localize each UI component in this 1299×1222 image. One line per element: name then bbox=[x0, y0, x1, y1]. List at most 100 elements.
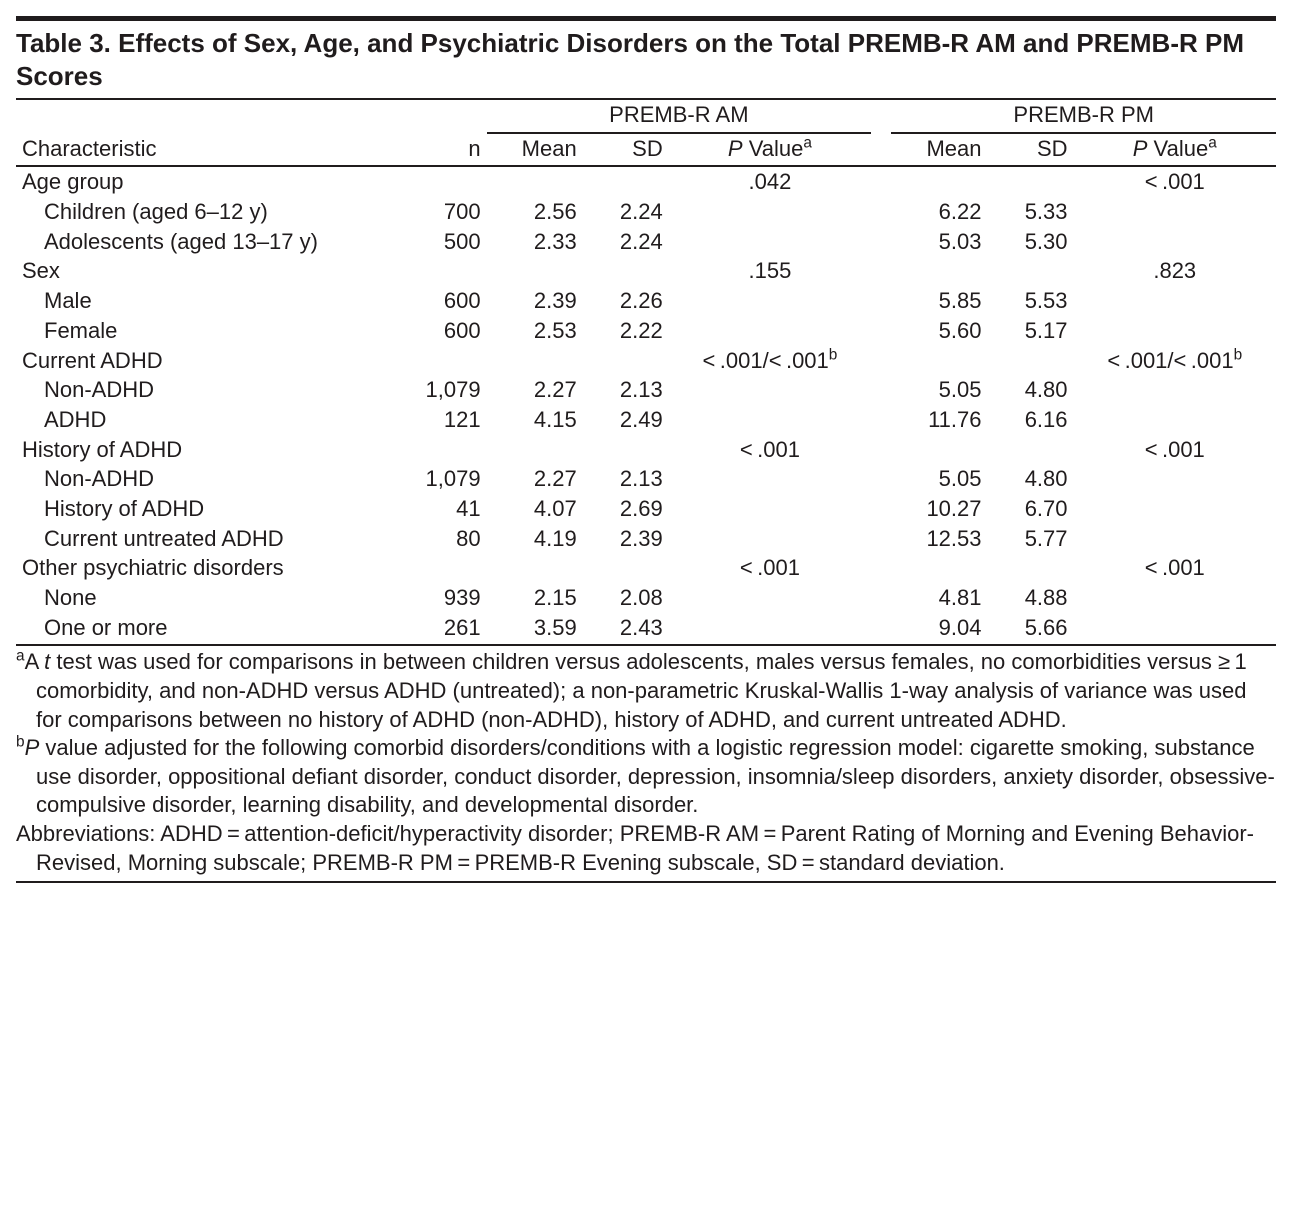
row-am-sd: 2.13 bbox=[583, 464, 669, 494]
table-container: Table 3. Effects of Sex, Age, and Psychi… bbox=[16, 16, 1276, 883]
table-row: ADHD1214.152.49 11.766.16 bbox=[16, 405, 1276, 435]
row-n: 1,079 bbox=[390, 375, 486, 405]
row-am-mean: 2.27 bbox=[487, 464, 583, 494]
row-pm-sd: 6.16 bbox=[988, 405, 1074, 435]
table-row: Non-ADHD1,0792.272.135.054.80 bbox=[16, 375, 1276, 405]
row-n: 41 bbox=[390, 494, 486, 524]
row-am-sd: 2.22 bbox=[583, 316, 669, 346]
row-label: Male bbox=[16, 286, 390, 316]
header-am-pvalue: P Valuea bbox=[669, 133, 871, 167]
header-characteristic: Characteristic bbox=[16, 133, 390, 167]
row-n: 939 bbox=[390, 583, 486, 613]
row-am-sd: 2.13 bbox=[583, 375, 669, 405]
footnotes: aA t test was used for comparisons in be… bbox=[16, 646, 1276, 883]
row-n: 1,079 bbox=[390, 464, 486, 494]
row-pm-sd: 5.33 bbox=[988, 197, 1074, 227]
group-label: Sex bbox=[16, 256, 390, 286]
table-body: Age group.042< .001Children (aged 6–12 y… bbox=[16, 166, 1276, 645]
row-am-mean: 3.59 bbox=[487, 613, 583, 646]
group-am-pvalue: .042 bbox=[669, 166, 871, 197]
row-label: Adolescents (aged 13–17 y) bbox=[16, 227, 390, 257]
row-am-sd: 2.08 bbox=[583, 583, 669, 613]
header-n: n bbox=[390, 133, 486, 167]
group-pm-pvalue: < .001/< .001b bbox=[1074, 346, 1276, 376]
data-table: PREMB-R AM PREMB-R PM Characteristic n M… bbox=[16, 100, 1276, 646]
row-n: 500 bbox=[390, 227, 486, 257]
table-row: Non-ADHD1,0792.272.13 5.054.80 bbox=[16, 464, 1276, 494]
group-header-row: Current ADHD < .001/< .001b < .001/< .001b bbox=[16, 346, 1276, 376]
row-label: One or more bbox=[16, 613, 390, 646]
table-row: Female6002.532.225.605.17 bbox=[16, 316, 1276, 346]
row-label: None bbox=[16, 583, 390, 613]
row-n: 700 bbox=[390, 197, 486, 227]
group-header-row: Sex.155.823 bbox=[16, 256, 1276, 286]
table-row: Adolescents (aged 13–17 y)5002.332.24 5.0… bbox=[16, 227, 1276, 257]
row-pm-mean: 6.22 bbox=[891, 197, 987, 227]
row-n: 261 bbox=[390, 613, 486, 646]
row-am-sd: 2.39 bbox=[583, 524, 669, 554]
row-pm-mean: 11.76 bbox=[891, 405, 987, 435]
row-pm-mean: 4.81 bbox=[891, 583, 987, 613]
table-row: History of ADHD414.072.6910.276.70 bbox=[16, 494, 1276, 524]
group-header-row: Age group .042 < .001 bbox=[16, 166, 1276, 197]
table-title: Table 3. Effects of Sex, Age, and Psychi… bbox=[16, 21, 1276, 100]
row-pm-mean: 10.27 bbox=[891, 494, 987, 524]
table-row: Current untreated ADHD804.192.3912.535.7… bbox=[16, 524, 1276, 554]
row-label: Non-ADHD bbox=[16, 464, 390, 494]
table-row: One or more2613.592.439.045.66 bbox=[16, 613, 1276, 646]
row-am-sd: 2.49 bbox=[583, 405, 669, 435]
header-am-mean: Mean bbox=[487, 133, 583, 167]
group-am-pvalue: < .001 bbox=[669, 553, 871, 583]
header-pm-sd: SD bbox=[988, 133, 1074, 167]
row-pm-sd: 6.70 bbox=[988, 494, 1074, 524]
row-pm-mean: 5.05 bbox=[891, 375, 987, 405]
row-pm-mean: 5.85 bbox=[891, 286, 987, 316]
row-pm-mean: 5.05 bbox=[891, 464, 987, 494]
row-label: ADHD bbox=[16, 405, 390, 435]
row-pm-mean: 5.03 bbox=[891, 227, 987, 257]
row-n: 80 bbox=[390, 524, 486, 554]
row-am-sd: 2.24 bbox=[583, 227, 669, 257]
table-row: None9392.152.08 4.814.88 bbox=[16, 583, 1276, 613]
row-pm-mean: 12.53 bbox=[891, 524, 987, 554]
table-row: Children (aged 6–12 y)7002.562.246.225.3… bbox=[16, 197, 1276, 227]
row-pm-sd: 5.77 bbox=[988, 524, 1074, 554]
group-label: Current ADHD bbox=[16, 346, 390, 376]
row-pm-sd: 5.17 bbox=[988, 316, 1074, 346]
header-pm-group: PREMB-R PM bbox=[891, 100, 1276, 133]
group-am-pvalue: < .001/< .001b bbox=[669, 346, 871, 376]
table-row: Male6002.392.265.855.53 bbox=[16, 286, 1276, 316]
row-am-mean: 2.33 bbox=[487, 227, 583, 257]
row-n: 600 bbox=[390, 316, 486, 346]
row-am-sd: 2.43 bbox=[583, 613, 669, 646]
row-n: 600 bbox=[390, 286, 486, 316]
row-label: Non-ADHD bbox=[16, 375, 390, 405]
row-am-sd: 2.24 bbox=[583, 197, 669, 227]
header-pm-pvalue: P Valuea bbox=[1074, 133, 1276, 167]
group-header-row: Other psychiatric disorders < .001 < .001 bbox=[16, 553, 1276, 583]
header-am-sd: SD bbox=[583, 133, 669, 167]
group-label: Age group bbox=[16, 166, 390, 197]
group-label: History of ADHD bbox=[16, 435, 390, 465]
row-label: Current untreated ADHD bbox=[16, 524, 390, 554]
group-pm-pvalue: < .001 bbox=[1074, 553, 1276, 583]
row-am-mean: 4.15 bbox=[487, 405, 583, 435]
group-label: Other psychiatric disorders bbox=[16, 553, 390, 583]
row-am-mean: 2.56 bbox=[487, 197, 583, 227]
row-am-mean: 2.53 bbox=[487, 316, 583, 346]
row-pm-sd: 4.88 bbox=[988, 583, 1074, 613]
row-am-sd: 2.26 bbox=[583, 286, 669, 316]
footnote-b: bP value adjusted for the following como… bbox=[16, 734, 1276, 820]
group-pm-pvalue: .823 bbox=[1074, 256, 1276, 286]
row-am-sd: 2.69 bbox=[583, 494, 669, 524]
row-pm-mean: 5.60 bbox=[891, 316, 987, 346]
row-n: 121 bbox=[390, 405, 486, 435]
row-pm-sd: 4.80 bbox=[988, 464, 1074, 494]
footnote-abbrev: Abbreviations: ADHD = attention-deficit/… bbox=[16, 820, 1276, 877]
row-pm-mean: 9.04 bbox=[891, 613, 987, 646]
group-header-row: History of ADHD< .001< .001 bbox=[16, 435, 1276, 465]
row-am-mean: 4.07 bbox=[487, 494, 583, 524]
row-am-mean: 2.15 bbox=[487, 583, 583, 613]
group-am-pvalue: < .001 bbox=[669, 435, 871, 465]
group-pm-pvalue: < .001 bbox=[1074, 166, 1276, 197]
